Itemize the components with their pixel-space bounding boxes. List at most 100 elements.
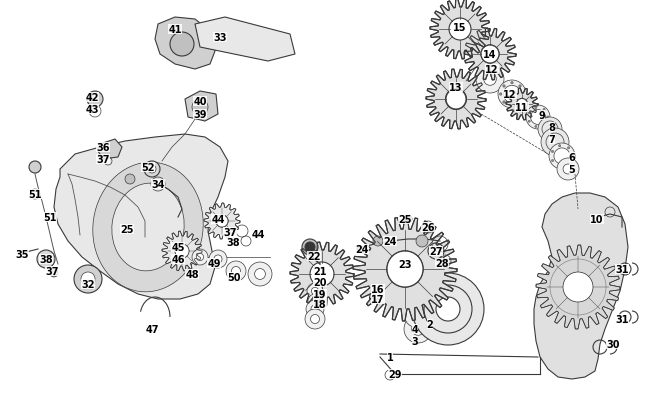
Circle shape: [564, 273, 593, 302]
Text: 13: 13: [449, 83, 463, 93]
Circle shape: [538, 118, 562, 142]
Circle shape: [551, 160, 554, 162]
Polygon shape: [98, 140, 122, 160]
Circle shape: [563, 165, 573, 175]
Circle shape: [50, 269, 58, 277]
Text: 40: 40: [193, 97, 207, 107]
Circle shape: [416, 235, 428, 247]
Circle shape: [567, 164, 570, 166]
Text: 26: 26: [421, 222, 435, 232]
Circle shape: [373, 237, 383, 246]
Circle shape: [484, 74, 497, 86]
Text: 38: 38: [226, 237, 240, 247]
Text: 23: 23: [398, 259, 411, 269]
Circle shape: [404, 315, 432, 343]
Circle shape: [502, 102, 505, 104]
Circle shape: [29, 162, 41, 174]
Circle shape: [216, 215, 228, 228]
Circle shape: [522, 94, 525, 96]
Circle shape: [476, 66, 504, 94]
Circle shape: [558, 166, 561, 168]
Circle shape: [558, 145, 561, 147]
Text: 11: 11: [515, 103, 528, 113]
Circle shape: [74, 265, 102, 293]
Text: 30: 30: [606, 339, 619, 349]
Circle shape: [87, 92, 103, 108]
Circle shape: [571, 156, 574, 158]
Circle shape: [310, 262, 334, 286]
Circle shape: [535, 126, 537, 128]
Circle shape: [450, 19, 471, 40]
Circle shape: [312, 298, 318, 305]
Circle shape: [543, 109, 545, 111]
Circle shape: [445, 89, 467, 110]
Circle shape: [175, 244, 189, 258]
Circle shape: [255, 269, 265, 280]
Text: 10: 10: [590, 215, 604, 224]
Text: 9: 9: [539, 111, 545, 121]
Text: 39: 39: [193, 110, 207, 120]
Circle shape: [170, 33, 194, 57]
Text: 18: 18: [313, 299, 327, 309]
Text: 49: 49: [207, 258, 221, 269]
Text: 21: 21: [313, 266, 327, 276]
Circle shape: [216, 215, 228, 228]
Circle shape: [231, 267, 240, 276]
Circle shape: [387, 252, 423, 287]
Circle shape: [549, 144, 575, 170]
Text: 2: 2: [426, 319, 434, 329]
Text: 3: 3: [411, 336, 419, 346]
Circle shape: [192, 249, 208, 265]
Text: 36: 36: [96, 143, 110, 153]
Circle shape: [519, 85, 521, 88]
Polygon shape: [162, 232, 202, 271]
Circle shape: [125, 175, 135, 185]
Text: 31: 31: [616, 314, 629, 324]
Text: 19: 19: [313, 289, 327, 299]
Text: 32: 32: [81, 279, 95, 289]
Text: 44: 44: [252, 230, 265, 239]
Text: 16: 16: [371, 284, 385, 294]
Circle shape: [308, 294, 322, 308]
Circle shape: [307, 284, 323, 299]
Circle shape: [306, 300, 324, 318]
Text: 38: 38: [39, 254, 53, 264]
Text: 46: 46: [171, 254, 185, 264]
Circle shape: [535, 107, 537, 109]
Circle shape: [42, 256, 50, 263]
Text: 41: 41: [168, 25, 182, 35]
Circle shape: [502, 85, 505, 88]
Circle shape: [519, 102, 521, 104]
Circle shape: [557, 159, 579, 181]
Polygon shape: [290, 243, 354, 306]
Circle shape: [530, 110, 545, 125]
Circle shape: [481, 46, 499, 64]
Circle shape: [528, 121, 530, 123]
Circle shape: [481, 46, 499, 64]
Text: 34: 34: [151, 179, 164, 190]
Text: 20: 20: [313, 277, 327, 287]
Polygon shape: [54, 135, 228, 299]
Text: 37: 37: [223, 228, 237, 237]
Circle shape: [175, 244, 189, 258]
Circle shape: [436, 297, 460, 321]
Text: 51: 51: [28, 190, 42, 200]
Ellipse shape: [112, 184, 184, 271]
Text: 7: 7: [549, 135, 555, 145]
Circle shape: [411, 323, 424, 335]
Circle shape: [412, 273, 484, 345]
Circle shape: [81, 272, 95, 286]
Circle shape: [196, 254, 203, 261]
Text: 12: 12: [503, 90, 517, 100]
Circle shape: [503, 86, 521, 103]
Polygon shape: [506, 89, 538, 121]
Circle shape: [37, 250, 55, 269]
Circle shape: [498, 81, 526, 109]
Circle shape: [516, 99, 528, 110]
Circle shape: [302, 239, 318, 256]
Polygon shape: [536, 245, 620, 329]
Circle shape: [446, 90, 466, 110]
Circle shape: [148, 166, 156, 174]
Text: 15: 15: [453, 23, 467, 33]
Text: 43: 43: [85, 105, 99, 115]
